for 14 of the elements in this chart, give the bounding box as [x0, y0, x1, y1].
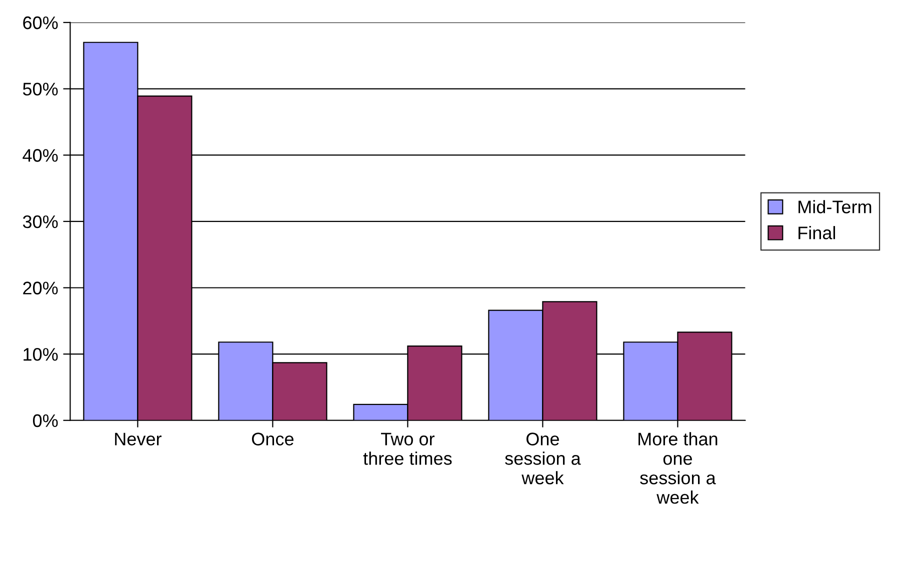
x-tick-label: One session a week	[505, 432, 581, 484]
x-tick-label: Never	[115, 432, 162, 446]
y-tick-label: 50%	[22, 82, 58, 96]
y-tick-label: 30%	[22, 215, 58, 228]
x-tick-label: Once	[252, 432, 294, 446]
y-tick-label: 0%	[33, 414, 58, 428]
y-tick-label: 20%	[23, 282, 58, 294]
x-tick-label: Two or three times	[363, 432, 452, 465]
y-tick-label: 10%	[24, 348, 58, 361]
x-tick-label: More than one session a week	[638, 432, 718, 504]
y-tick-label: 40%	[22, 149, 58, 162]
legend-label: Mid-Term	[798, 200, 872, 214]
legend-label: Final	[798, 226, 836, 240]
y-tick-label: 60%	[23, 16, 58, 30]
